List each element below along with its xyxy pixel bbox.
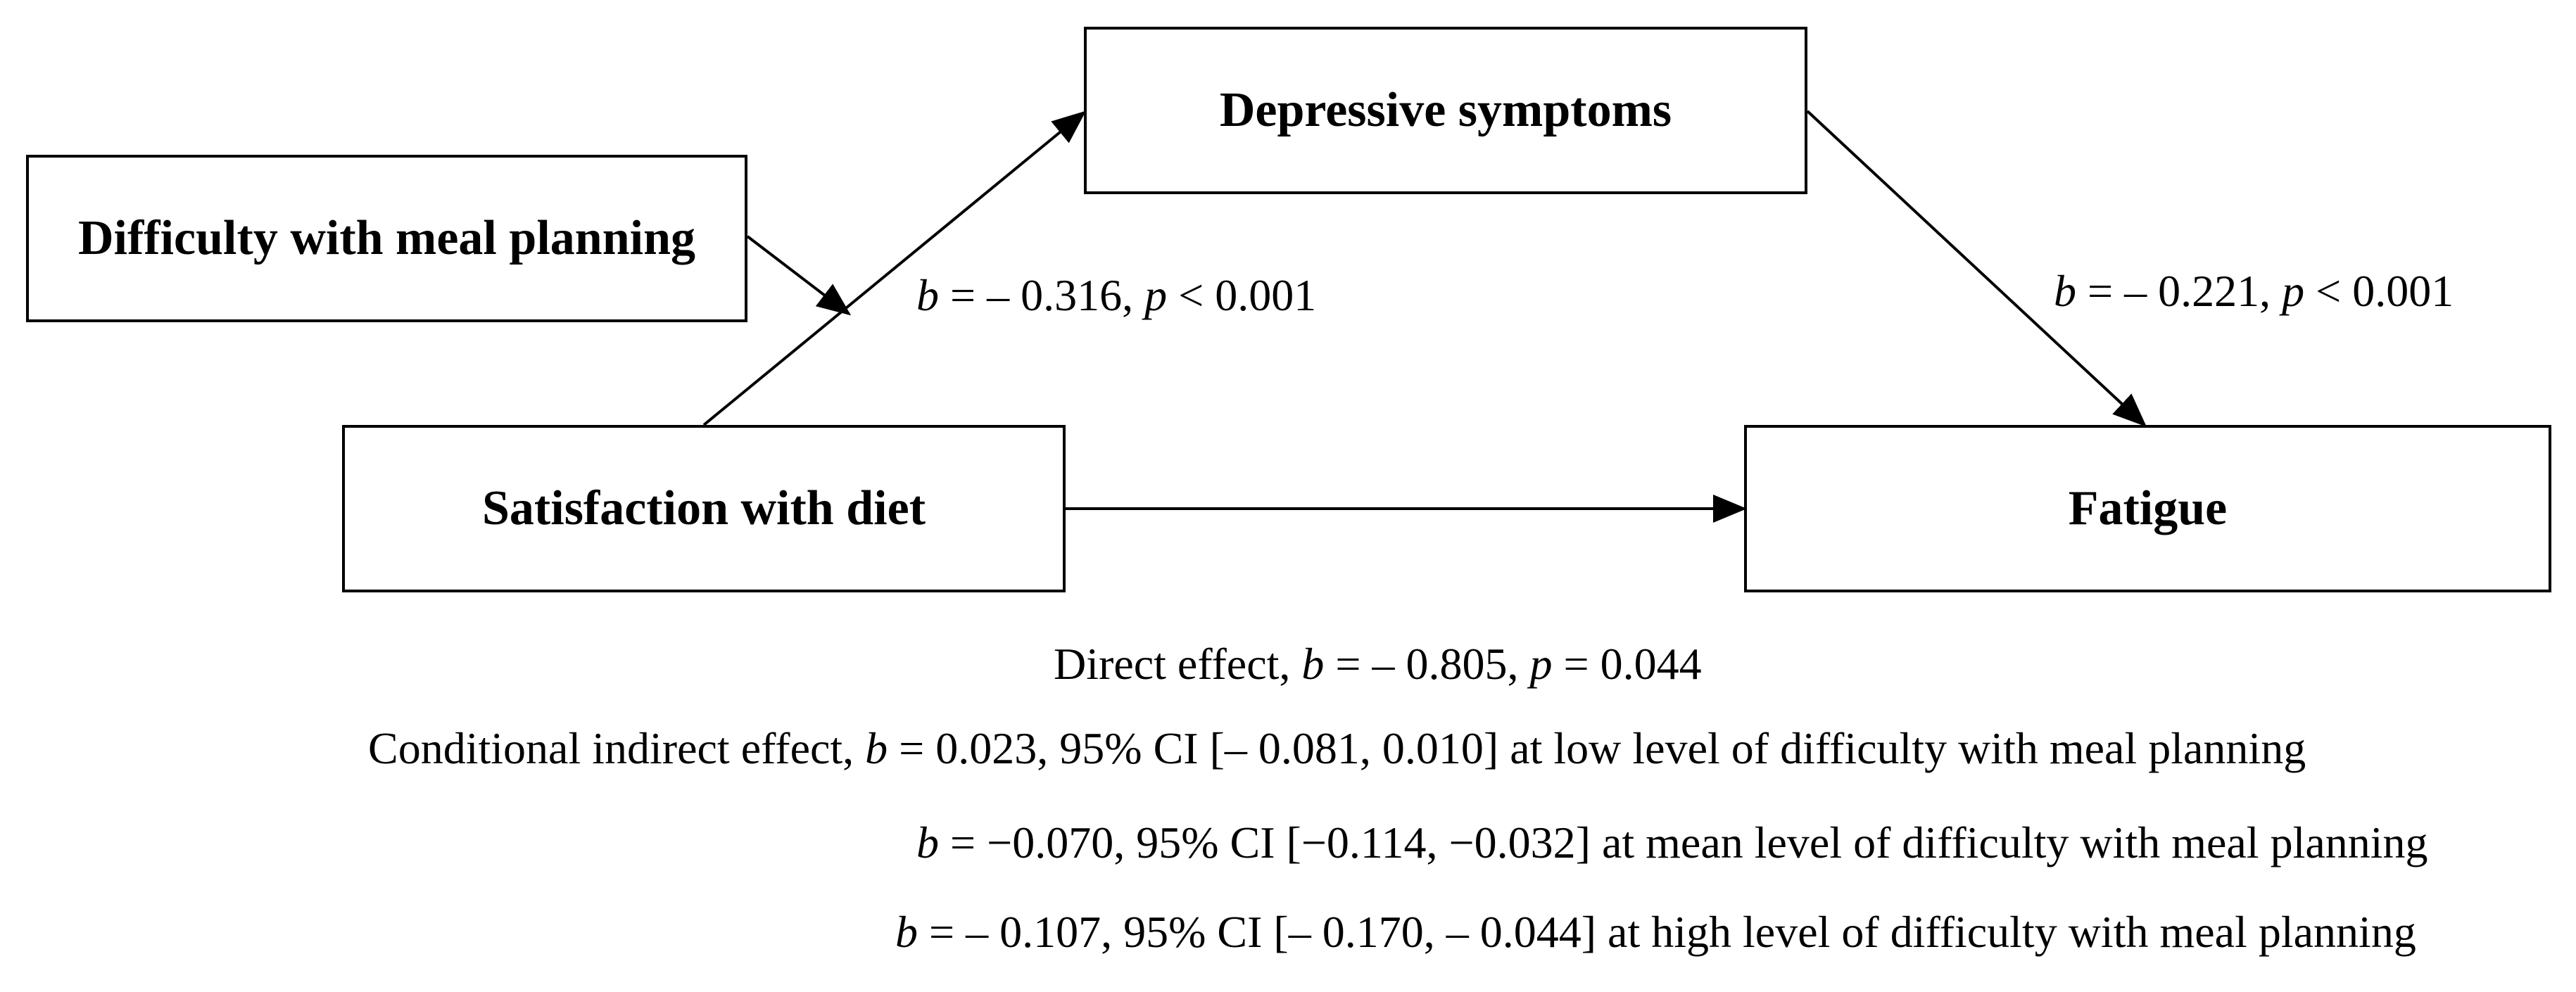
direct-effect-prefix: Direct effect, <box>1054 639 1302 689</box>
predictor-box: Satisfaction with diet <box>342 425 1066 592</box>
mediator-label: Depressive symptoms <box>1219 83 1672 137</box>
b-value: = – 0.805, <box>1324 639 1530 689</box>
indirect-effect-prefix: Conditional indirect effect, <box>368 723 866 773</box>
indirect-effect-mean-values: = −0.070, 95% CI [−0.114, −0.032] at mea… <box>939 818 2428 867</box>
mediator-box: Depressive symptoms <box>1084 27 1807 194</box>
p-symbol: p <box>2282 266 2305 316</box>
b-value: = – 0.316, <box>939 270 1145 320</box>
p-value: < 0.001 <box>2304 266 2454 316</box>
p-value: = 0.044 <box>1552 639 1702 689</box>
b-symbol: b <box>1301 639 1325 689</box>
p-symbol: p <box>1144 270 1168 320</box>
b-symbol: b <box>916 270 939 320</box>
moderator-box: Difficulty with meal planning <box>26 155 747 322</box>
b-symbol: b <box>2054 266 2076 316</box>
path-a-coefficient: b = – 0.316, p < 0.001 <box>916 273 1316 318</box>
arrow-diet-to-depressive <box>702 110 1087 426</box>
predictor-label: Satisfaction with diet <box>482 481 926 535</box>
indirect-effect-low-values: = 0.023, 95% CI [– 0.081, 0.010] at low … <box>888 723 2306 773</box>
path-b-coefficient: b = – 0.221, p < 0.001 <box>2054 269 2454 314</box>
b-symbol: b <box>895 907 918 957</box>
direct-effect-text: Direct effect, b = – 0.805, p = 0.044 <box>1054 642 1702 687</box>
arrow-moderator-to-path-a <box>746 235 852 316</box>
outcome-box: Fatigue <box>1744 425 2551 592</box>
arrow-depressive-to-fatigue <box>1806 110 2147 427</box>
indirect-effect-high-text: b = – 0.107, 95% CI [– 0.170, – 0.044] a… <box>895 910 2416 955</box>
indirect-effect-low-text: Conditional indirect effect, b = 0.023, … <box>368 726 2306 771</box>
p-value: < 0.001 <box>1167 270 1317 320</box>
indirect-effect-mean-text: b = −0.070, 95% CI [−0.114, −0.032] at m… <box>916 820 2428 865</box>
b-value: = – 0.221, <box>2076 266 2283 316</box>
b-symbol: b <box>865 723 888 773</box>
moderator-label: Difficulty with meal planning <box>77 211 696 265</box>
b-symbol: b <box>916 818 939 867</box>
outcome-label: Fatigue <box>2068 481 2228 535</box>
indirect-effect-high-values: = – 0.107, 95% CI [– 0.170, – 0.044] at … <box>918 907 2416 957</box>
p-symbol: p <box>1529 639 1553 689</box>
